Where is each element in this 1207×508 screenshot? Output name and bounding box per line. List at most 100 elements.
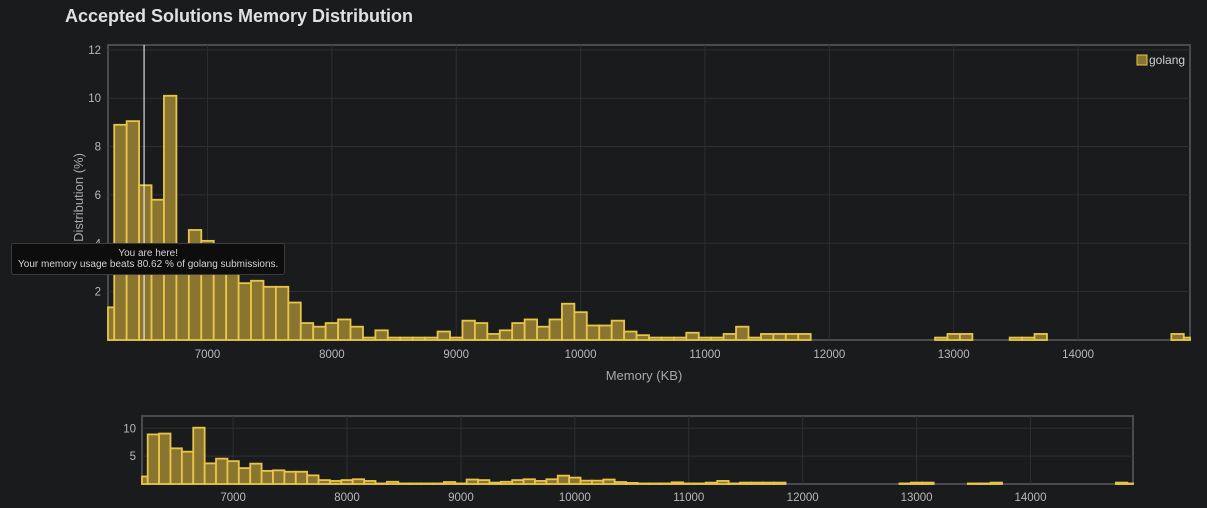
main-histogram-bar [424, 336, 439, 341]
overview-histogram-bar [180, 450, 195, 485]
overview-histogram-bar [237, 467, 252, 485]
main-histogram-bar [337, 318, 352, 341]
overview-x-tick-label: 11000 [673, 492, 704, 504]
main-x-tick-label: 7000 [195, 349, 221, 361]
overview-x-tick-label: 13000 [901, 492, 933, 504]
overview-histogram-bar [727, 482, 741, 485]
main-histogram-bar [386, 336, 402, 341]
overview-histogram-bar [340, 479, 354, 485]
main-histogram-bar [113, 123, 128, 341]
main-y-tick-label: 2 [95, 287, 101, 299]
overview-histogram-bar [659, 482, 673, 485]
overview-histogram-bar [613, 481, 628, 485]
main-histogram-bar [959, 333, 974, 341]
main-histogram-bar [685, 331, 700, 341]
overview-x-tick-label: 10000 [559, 492, 591, 504]
overview-x-tick-label: 8000 [334, 492, 360, 504]
main-plot: 2468101270008000900010000110001200013000… [71, 44, 1191, 383]
main-histogram-bar [561, 302, 576, 341]
main-histogram-bar [623, 330, 638, 341]
overview-histogram-bar [329, 480, 343, 485]
main-x-tick-label: 9000 [443, 349, 469, 361]
overview-histogram-bar [226, 460, 240, 485]
overview-histogram-bar [921, 481, 935, 485]
main-histogram-bar [498, 329, 514, 341]
main-histogram-bar [1021, 336, 1036, 341]
main-histogram-bar [473, 322, 489, 341]
main-histogram-bar [399, 336, 414, 341]
overview-histogram-bar [522, 478, 536, 485]
overview-histogram-bar [260, 470, 274, 485]
main-histogram-bar [722, 333, 737, 341]
overview-histogram-bar [693, 482, 707, 485]
overview-histogram-bar [272, 469, 286, 485]
main-x-tick-label: 8000 [319, 349, 345, 361]
main-histogram-bar [1008, 336, 1024, 341]
main-histogram-bar [436, 330, 451, 341]
main-histogram-bar [1182, 336, 1191, 341]
main-histogram-bar [125, 120, 140, 341]
overview-histogram-bar [374, 482, 388, 485]
overview-histogram-bar [397, 482, 411, 485]
overview-histogram-bar [647, 482, 662, 485]
overview-histogram-bar [408, 482, 422, 485]
main-histogram-bar [760, 333, 775, 341]
main-histogram-bar [784, 333, 800, 341]
overview-plot: 5 10 7000 8000 9000 10000 11000 12000 13000 14000 [123, 415, 1134, 504]
main-histogram-bar [697, 336, 713, 341]
overview-histogram-bar [306, 474, 320, 485]
main-histogram-bar [934, 336, 949, 341]
overview-histogram-bar [499, 480, 514, 485]
overview-y-tick-label: 5 [130, 451, 136, 463]
overview-x-tick-label: 9000 [448, 492, 474, 504]
main-histogram-bar [262, 285, 277, 341]
main-histogram-bar [797, 333, 812, 341]
overview-histogram-bar [568, 476, 582, 485]
main-histogram-bar [548, 318, 563, 341]
main-histogram-bar [287, 301, 302, 341]
overview-histogram-bar [511, 479, 525, 485]
main-histogram-bar [598, 324, 613, 341]
main-histogram-bar [610, 319, 626, 341]
tooltip-text: Your memory usage beats 80.62 % of golan… [18, 259, 279, 270]
main-histogram-bar [237, 282, 252, 341]
overview-histogram-bar [989, 481, 1003, 485]
main-histogram-bar [710, 336, 725, 341]
overview-histogram-bar [966, 482, 981, 485]
page-title: Accepted Solutions Memory Distribution [65, 6, 414, 26]
overview-histogram-bar [704, 481, 719, 485]
main-histogram-bar [573, 311, 588, 341]
tooltip-heading: You are here! [118, 248, 179, 259]
main-histogram-bar [772, 333, 787, 341]
overview-histogram-bar [534, 480, 548, 485]
overview-histogram-bar [294, 470, 309, 485]
position-tooltip: You are here! Your memory usage beats 80… [11, 243, 286, 275]
main-histogram-bar [747, 336, 762, 341]
main-histogram-bar [536, 325, 551, 341]
main-histogram-bar [312, 325, 327, 341]
main-histogram-bar [585, 324, 601, 341]
y-axis-label: Distribution (%) [71, 153, 86, 242]
overview-histogram-bar [215, 457, 229, 485]
overview-histogram-bar [909, 481, 924, 485]
main-histogram-bar [648, 336, 663, 341]
overview-histogram-bar [682, 482, 696, 485]
main-histogram-bar [212, 270, 228, 341]
main-histogram-bar [411, 336, 427, 341]
overview-histogram-bar [761, 481, 776, 485]
main-histogram-bar [486, 333, 501, 341]
overview-histogram-bar [716, 480, 730, 485]
overview-histogram-bar [625, 481, 639, 485]
legend-swatch [1136, 54, 1148, 66]
overview-y-tick-label: 10 [123, 423, 136, 435]
overview-histogram-bar [442, 481, 457, 485]
main-histogram-bar [735, 325, 750, 341]
main-histogram-bar [523, 318, 538, 341]
main-histogram-bar [324, 322, 339, 341]
main-histogram-bar [449, 336, 464, 341]
overview-histogram-bar [602, 478, 616, 485]
overview-histogram-bar [898, 482, 912, 485]
overview-histogram-bar [169, 447, 183, 485]
overview-histogram-bar [488, 481, 502, 485]
